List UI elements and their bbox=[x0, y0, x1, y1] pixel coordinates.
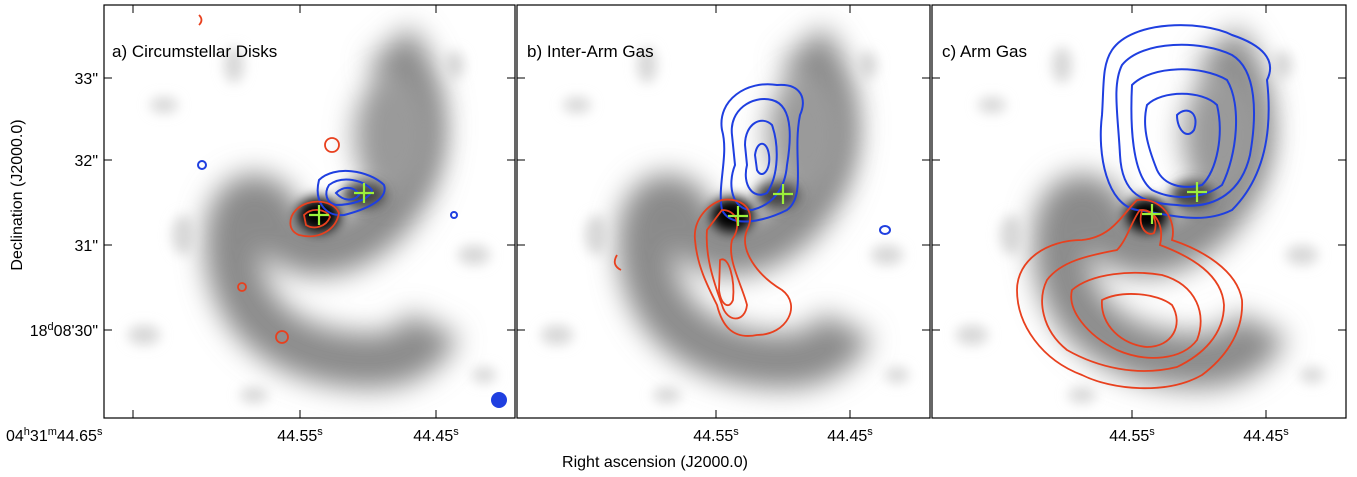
label-part: 08'30" bbox=[54, 323, 98, 340]
label-part: s bbox=[317, 426, 323, 438]
label-part: 18 bbox=[30, 323, 48, 340]
beam bbox=[491, 392, 507, 408]
label-part: 31" bbox=[75, 238, 98, 255]
x-axis-label: Right ascension (J2000.0) bbox=[562, 454, 748, 471]
label-part: d bbox=[48, 321, 54, 333]
label-part: s bbox=[97, 426, 103, 438]
blue-contours bbox=[197, 160, 458, 219]
dust-emission bbox=[541, 45, 909, 403]
label-part: 44.45 bbox=[827, 428, 867, 445]
y-tick-label: 32" bbox=[75, 153, 98, 170]
x-tick-label: 44.45s bbox=[413, 426, 459, 445]
label-part: 44.55 bbox=[1109, 428, 1149, 445]
panel-title: a) Circumstellar Disks bbox=[112, 42, 277, 61]
label-part: 44.45 bbox=[1243, 428, 1283, 445]
label-part: s bbox=[453, 426, 459, 438]
panel-title: b) Inter-Arm Gas bbox=[527, 42, 654, 61]
y-tick-label: 31" bbox=[75, 238, 98, 255]
panel-a: a) Circumstellar Disks bbox=[112, 14, 507, 408]
label-part: 33" bbox=[75, 71, 98, 88]
label-part: s bbox=[867, 426, 873, 438]
panel-frame bbox=[516, 4, 931, 419]
blue-contours bbox=[1099, 24, 1272, 219]
label-part: s bbox=[1149, 426, 1155, 438]
label-part: m bbox=[48, 426, 57, 438]
axes bbox=[103, 4, 1347, 419]
x-tick-label: 44.55s bbox=[693, 426, 739, 445]
red-contours bbox=[613, 198, 792, 337]
x-tick-label: 44.55s bbox=[277, 426, 323, 445]
label-part: 44.55 bbox=[277, 428, 317, 445]
panel-frame bbox=[103, 4, 516, 419]
dust-emission bbox=[128, 45, 496, 403]
label-part: 32" bbox=[75, 153, 98, 170]
panel-frame bbox=[931, 4, 1347, 419]
x-tick-label: 44.55s bbox=[1109, 426, 1155, 445]
y-tick-label: 33" bbox=[75, 71, 98, 88]
label-part: h bbox=[24, 426, 30, 438]
label-part: s bbox=[733, 426, 739, 438]
red-contours bbox=[198, 14, 340, 344]
label-part: 04 bbox=[6, 428, 24, 445]
y-tick-label: 18d08'30" bbox=[30, 321, 98, 340]
label-part: 44.55 bbox=[693, 428, 733, 445]
panel-b: b) Inter-Arm Gas bbox=[527, 42, 909, 403]
label-part: 31 bbox=[30, 428, 48, 445]
label-part: 44.65 bbox=[57, 428, 97, 445]
panel-c: c) Arm Gas bbox=[942, 25, 1324, 403]
red-contours bbox=[1016, 199, 1243, 390]
x-tick-label: 44.45s bbox=[827, 426, 873, 445]
label-part: s bbox=[1283, 426, 1289, 438]
label-part: 44.45 bbox=[413, 428, 453, 445]
x-tick-label: 04h31m44.65s bbox=[6, 426, 103, 445]
panel-title: c) Arm Gas bbox=[942, 42, 1027, 61]
y-axis-label: Declination (J2000.0) bbox=[9, 119, 26, 270]
x-tick-label: 44.45s bbox=[1243, 426, 1289, 445]
